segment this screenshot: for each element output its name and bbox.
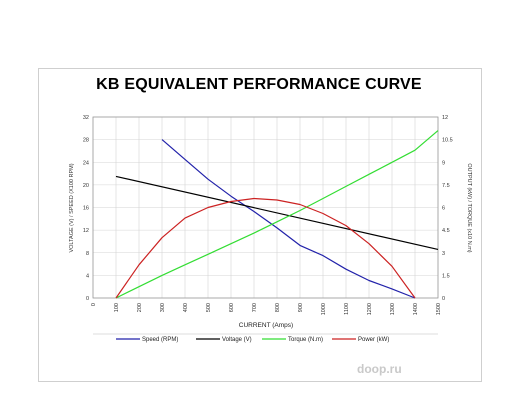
y-left-tick-label: 20 [83,183,89,189]
legend-label: Voltage (V) [222,337,252,343]
y-left-tick-label: 8 [86,251,89,257]
x-tick-label: 800 [275,303,281,312]
x-tick-label: 500 [206,303,212,312]
x-tick-label: 400 [183,303,189,312]
y-right-tick-label: 3 [442,251,445,257]
grid [92,116,439,299]
y-right-tick-label: 12 [442,115,448,121]
left-axis-title: VOLTAGE (V) / SPEED (X100 RPM) [69,163,75,252]
x-tick-label: 1400 [413,303,419,315]
series-lines [115,130,439,299]
series-line-power-kw [115,197,416,299]
y-right-tick-label: 4.5 [442,228,450,234]
series-line-speed-rpm [161,139,416,299]
watermark-logo: doop.ru [357,362,402,376]
legend: Speed (RPM) Voltage (V) Torque (N.m) Power … [93,333,438,343]
chart-title: KB EQUIVALENT PERFORMANCE CURVE [96,76,422,93]
y-left-tick-label: 16 [83,206,89,212]
plot-area [92,116,439,299]
tick-labels: 0 4 8 12 16 20 24 28 32 0 1.5 3 4.5 6 7.5 9 10.5 12 0 100 20… [83,115,453,315]
right-axis-title: OUTPUT (kW) / TORQUE (x10 N.m) [466,163,472,252]
y-left-tick-label: 32 [83,115,89,121]
y-left-tick-label: 28 [83,138,89,144]
y-right-tick-label: 10.5 [442,138,453,144]
x-axis-title: CURRENT (Amps) [239,322,293,329]
y-left-tick-label: 24 [83,160,89,166]
x-tick-label: 600 [229,303,235,312]
x-tick-label: 1000 [321,303,327,315]
x-tick-label: 1100 [344,303,350,315]
x-tick-label: 0 [91,303,97,306]
legend-label: Power (kW) [358,337,389,343]
y-right-tick-label: 9 [442,160,445,166]
chart-frame [38,68,482,382]
x-tick-label: 200 [137,303,143,312]
x-tick-label: 700 [252,303,258,312]
y-right-tick-label: 1.5 [442,273,450,279]
x-tick-label: 1500 [436,303,442,315]
series-line-voltage-v [115,175,439,250]
y-left-tick-label: 0 [86,296,89,302]
x-tick-label: 900 [298,303,304,312]
legend-label: Torque (N.m) [288,337,323,343]
y-left-tick-label: 12 [83,228,89,234]
y-right-tick-label: 0 [442,296,445,302]
legend-label: Speed (RPM) [142,337,178,343]
series-line-torque-n-m [115,130,439,299]
y-right-tick-label: 6 [442,206,445,212]
y-right-tick-label: 7.5 [442,183,450,189]
x-tick-label: 100 [114,303,120,312]
y-left-tick-label: 4 [86,273,89,279]
x-tick-label: 300 [160,303,166,312]
x-tick-label: 1200 [367,303,373,315]
x-tick-label: 1300 [390,303,396,315]
